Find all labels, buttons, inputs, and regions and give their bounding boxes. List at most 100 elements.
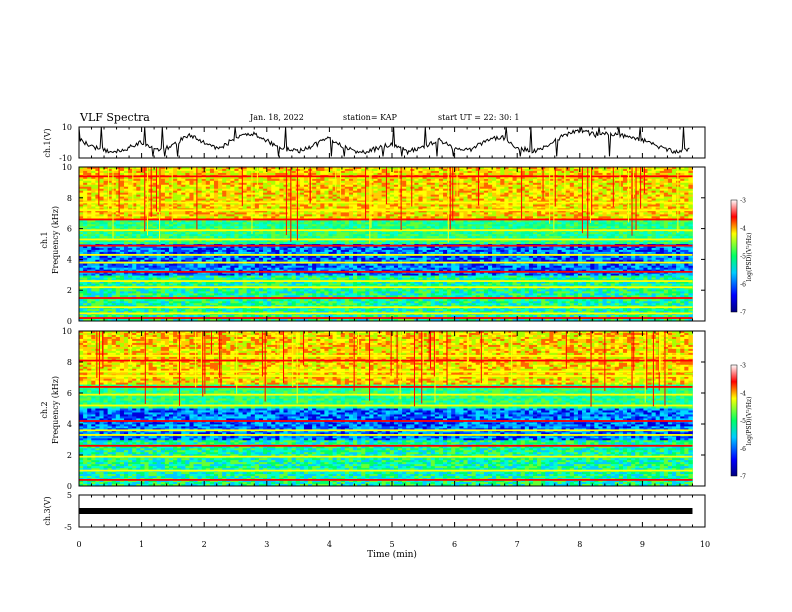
heatmap-cell	[213, 190, 219, 193]
heatmap-cell	[651, 192, 657, 195]
heatmap-cell	[320, 206, 325, 209]
heatmap-cell	[569, 222, 575, 225]
heatmap-cell	[541, 226, 546, 229]
heatmap-cell	[283, 180, 288, 184]
heatmap-cell	[487, 222, 493, 225]
heatmap-cell	[107, 167, 113, 170]
heatmap-cell	[275, 178, 280, 182]
heatmap-cell	[209, 178, 215, 182]
heatmap-cell	[557, 224, 562, 227]
heatmap-cell	[471, 170, 477, 174]
heatmap-cell	[430, 192, 436, 195]
heatmap-cell	[622, 184, 628, 188]
heatmap-cell	[344, 167, 350, 170]
heatmap-cell	[479, 180, 485, 184]
heatmap-cell	[336, 230, 342, 233]
heatmap-cell	[152, 214, 158, 217]
heatmap-cell	[377, 192, 383, 195]
heatmap-cell	[667, 222, 673, 225]
heatmap-cell	[181, 190, 186, 193]
heatmap-cell	[197, 178, 203, 182]
heatmap-cell	[291, 230, 297, 233]
heatmap-cell	[287, 222, 293, 225]
heatmap-cell	[111, 230, 117, 233]
heatmap-cell	[115, 167, 121, 170]
heatmap-cell	[99, 172, 104, 176]
heatmap-cell	[565, 220, 571, 223]
heatmap-cell	[377, 176, 383, 180]
heatmap-cell	[226, 186, 231, 190]
heatmap-cell	[373, 178, 378, 182]
heatmap-cell	[107, 230, 113, 233]
heatmap-cell	[528, 196, 534, 199]
heatmap-cell	[336, 210, 342, 213]
heatmap-cell	[279, 216, 284, 219]
heatmap-cell	[173, 194, 178, 197]
heatmap-cell	[119, 168, 125, 172]
heatmap-cell	[532, 202, 538, 205]
heatmap-cell	[316, 224, 321, 227]
heatmap-cell	[598, 226, 603, 229]
heatmap-cell	[594, 172, 599, 176]
heatmap-cell	[487, 180, 493, 184]
heatmap-cell	[500, 212, 505, 215]
heatmap-cell	[218, 210, 223, 213]
heatmap-cell	[586, 202, 591, 205]
heatmap-cell	[455, 226, 460, 229]
heatmap-cell	[103, 230, 109, 233]
heatmap-cell	[107, 184, 113, 188]
heatmap-cell	[164, 172, 170, 176]
heatmap-cell	[594, 204, 599, 207]
heatmap-cell	[487, 186, 493, 190]
heatmap-cell	[483, 230, 489, 233]
heatmap-cell	[87, 230, 92, 233]
heatmap-cell	[357, 182, 362, 186]
heatmap-cell	[123, 178, 129, 182]
heatmap-cell	[459, 167, 464, 170]
heatmap-cell	[639, 167, 644, 170]
heatmap-cell	[95, 220, 100, 223]
heatmap-cell	[242, 226, 248, 229]
heatmap-cell	[168, 212, 174, 215]
heatmap-cell	[479, 188, 485, 191]
heatmap-cell	[561, 190, 567, 193]
heatmap-cell	[557, 204, 562, 207]
heatmap-cell	[569, 168, 575, 172]
heatmap-cell	[340, 212, 346, 215]
heatmap-cell	[627, 172, 632, 176]
heatmap-cell	[250, 204, 256, 207]
heatmap-cell	[377, 170, 383, 174]
heatmap-cell	[618, 204, 624, 207]
heatmap-cell	[344, 214, 350, 217]
heatmap-cell	[512, 224, 518, 227]
heatmap-cell	[635, 196, 640, 199]
heatmap-cell	[573, 192, 579, 195]
heatmap-cell	[573, 167, 579, 170]
heatmap-cell	[655, 167, 661, 170]
heatmap-cell	[209, 176, 215, 180]
heatmap-cell	[672, 216, 677, 219]
heatmap-cell	[209, 196, 215, 199]
heatmap-cell	[316, 188, 321, 191]
heatmap-cell	[532, 204, 538, 207]
heatmap-cell	[479, 198, 485, 201]
heatmap-cell	[369, 202, 374, 205]
heatmap-cell	[647, 172, 652, 176]
heatmap-cell	[627, 206, 632, 209]
heatmap-cell	[332, 188, 338, 191]
heatmap-cell	[168, 172, 174, 176]
heatmap-cell	[524, 210, 530, 213]
heatmap-cell	[528, 210, 534, 213]
heatmap-cell	[577, 196, 583, 199]
heatmap-cell	[332, 184, 338, 188]
heatmap-cell	[557, 168, 562, 172]
heatmap-cell	[328, 224, 333, 227]
heatmap-cell	[123, 202, 129, 205]
heatmap-cell	[242, 194, 248, 197]
heatmap-cell	[185, 220, 190, 223]
heatmap-cell	[312, 224, 317, 227]
heatmap-cell	[627, 184, 632, 188]
heatmap-cell	[402, 188, 407, 191]
heatmap-cell	[291, 206, 297, 209]
heatmap-cell	[635, 216, 640, 219]
